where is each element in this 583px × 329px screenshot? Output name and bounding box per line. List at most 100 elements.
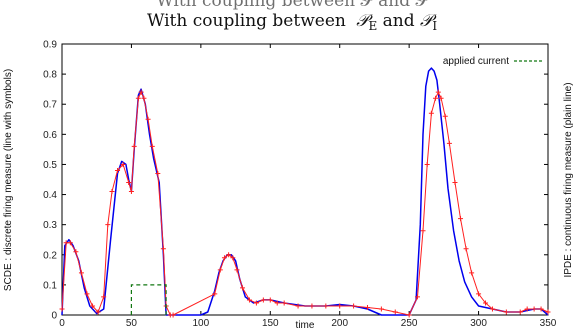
plot-frame	[61, 43, 549, 316]
data-point-marker	[101, 294, 107, 300]
data-point-marker	[309, 303, 315, 309]
y-tick-label: 0.3	[43, 220, 57, 231]
data-point-marker	[115, 167, 121, 173]
data-point-marker	[295, 303, 301, 309]
data-point-marker	[230, 255, 236, 261]
y-tick-label: 0.6	[43, 130, 57, 141]
data-point-marker	[240, 285, 246, 291]
data-point-marker	[476, 291, 482, 297]
data-point-marker	[545, 309, 551, 315]
data-point-marker	[109, 189, 115, 195]
y-tick-label: 0.1	[43, 280, 57, 291]
data-point-marker	[67, 240, 73, 246]
data-point-marker	[463, 246, 469, 252]
data-point-marker	[281, 300, 287, 306]
x-tick-label: 350	[540, 318, 557, 329]
data-point-marker	[489, 306, 495, 312]
data-point-marker	[120, 161, 126, 167]
data-point-marker	[351, 303, 357, 309]
y-axis-label-left: SCDE : discrete firing measure (line wit…	[3, 69, 14, 291]
data-point-marker	[170, 312, 176, 318]
y-tick-label: 0.2	[43, 250, 57, 261]
data-point-marker	[128, 189, 134, 195]
data-point-marker	[217, 267, 223, 273]
title-sub-i: I	[432, 19, 437, 33]
data-point-marker	[105, 222, 111, 228]
ticks: 0 50 100 150 200 250 300 350 0 0.1 0.2 0.3 0.4 0.5 0.6…	[43, 40, 557, 329]
data-point-marker	[428, 110, 434, 116]
data-point-marker	[435, 89, 441, 95]
data-point-marker	[267, 297, 273, 303]
title-and: and	[383, 11, 420, 31]
data-point-marker	[483, 300, 489, 306]
data-point-marker	[246, 297, 252, 303]
data-point-marker	[392, 309, 398, 315]
data-point-marker	[145, 116, 151, 122]
y-tick-label: 0.5	[43, 160, 57, 171]
x-tick-label: 50	[126, 318, 138, 329]
data-point-marker	[212, 291, 218, 297]
data-point-marker	[524, 306, 530, 312]
data-point-marker	[458, 216, 464, 222]
y-tick-label: 0.8	[43, 70, 57, 81]
data-point-marker	[378, 306, 384, 312]
data-point-marker	[59, 306, 65, 312]
x-tick-label: 100	[193, 318, 210, 329]
data-point-marker	[90, 303, 96, 309]
series-line-continuous	[61, 67, 549, 316]
data-point-marker	[442, 113, 448, 119]
chart-title: With coupling between 𝒫E and 𝒫I	[147, 11, 437, 35]
y-tick-label: 0.7	[43, 100, 57, 111]
y-tick-label: 0	[51, 311, 57, 322]
data-point-marker	[138, 89, 144, 95]
data-point-marker	[323, 303, 329, 309]
data-point-marker	[424, 161, 430, 167]
data-point-marker	[126, 180, 132, 186]
data-point-marker	[260, 297, 266, 303]
data-point-marker	[452, 180, 458, 186]
data-point-marker	[531, 306, 537, 312]
data-point-marker	[73, 249, 79, 255]
series-markers-discrete	[59, 89, 551, 318]
x-tick-label: 300	[470, 318, 487, 329]
data-point-marker	[226, 252, 232, 258]
data-point-marker	[538, 306, 544, 312]
data-point-marker	[433, 95, 439, 101]
data-point-marker	[420, 228, 426, 234]
data-point-marker	[84, 291, 90, 297]
data-point-marker	[364, 304, 370, 310]
data-point-marker	[253, 300, 259, 306]
data-point-marker	[149, 143, 155, 149]
data-point-marker	[438, 95, 444, 101]
data-point-marker	[503, 309, 509, 315]
legend-label: applied current	[443, 56, 509, 67]
data-point-marker	[234, 267, 240, 273]
data-point-marker	[469, 270, 475, 276]
title-text: With coupling between	[147, 11, 346, 31]
x-tick-label: 200	[331, 318, 348, 329]
data-point-marker	[78, 270, 84, 276]
data-point-marker	[274, 300, 280, 306]
data-point-marker	[337, 303, 343, 309]
x-tick-label: 250	[401, 318, 418, 329]
data-point-marker	[160, 246, 166, 252]
data-point-marker	[155, 170, 161, 176]
x-tick-label: 0	[59, 318, 65, 329]
data-point-marker	[221, 255, 227, 261]
y-tick-label: 0.9	[43, 40, 57, 51]
data-point-marker	[414, 294, 420, 300]
clipped-title-remnant: With coupling between 𝒫 and 𝒫	[156, 0, 429, 11]
series-group	[59, 67, 551, 318]
data-point-marker	[95, 309, 101, 315]
title-sub-e: E	[369, 19, 378, 33]
data-point-marker	[135, 95, 141, 101]
y-axis-label-right: IPDE : continuous firing measure (plain …	[563, 82, 574, 277]
y-tick-label: 0.4	[43, 190, 57, 201]
legend: applied current	[443, 56, 544, 67]
series-line-discrete	[61, 91, 549, 316]
data-point-marker	[406, 312, 412, 318]
x-axis-label: time	[296, 320, 315, 329]
x-tick-label: 150	[262, 318, 279, 329]
data-point-marker	[446, 140, 452, 146]
